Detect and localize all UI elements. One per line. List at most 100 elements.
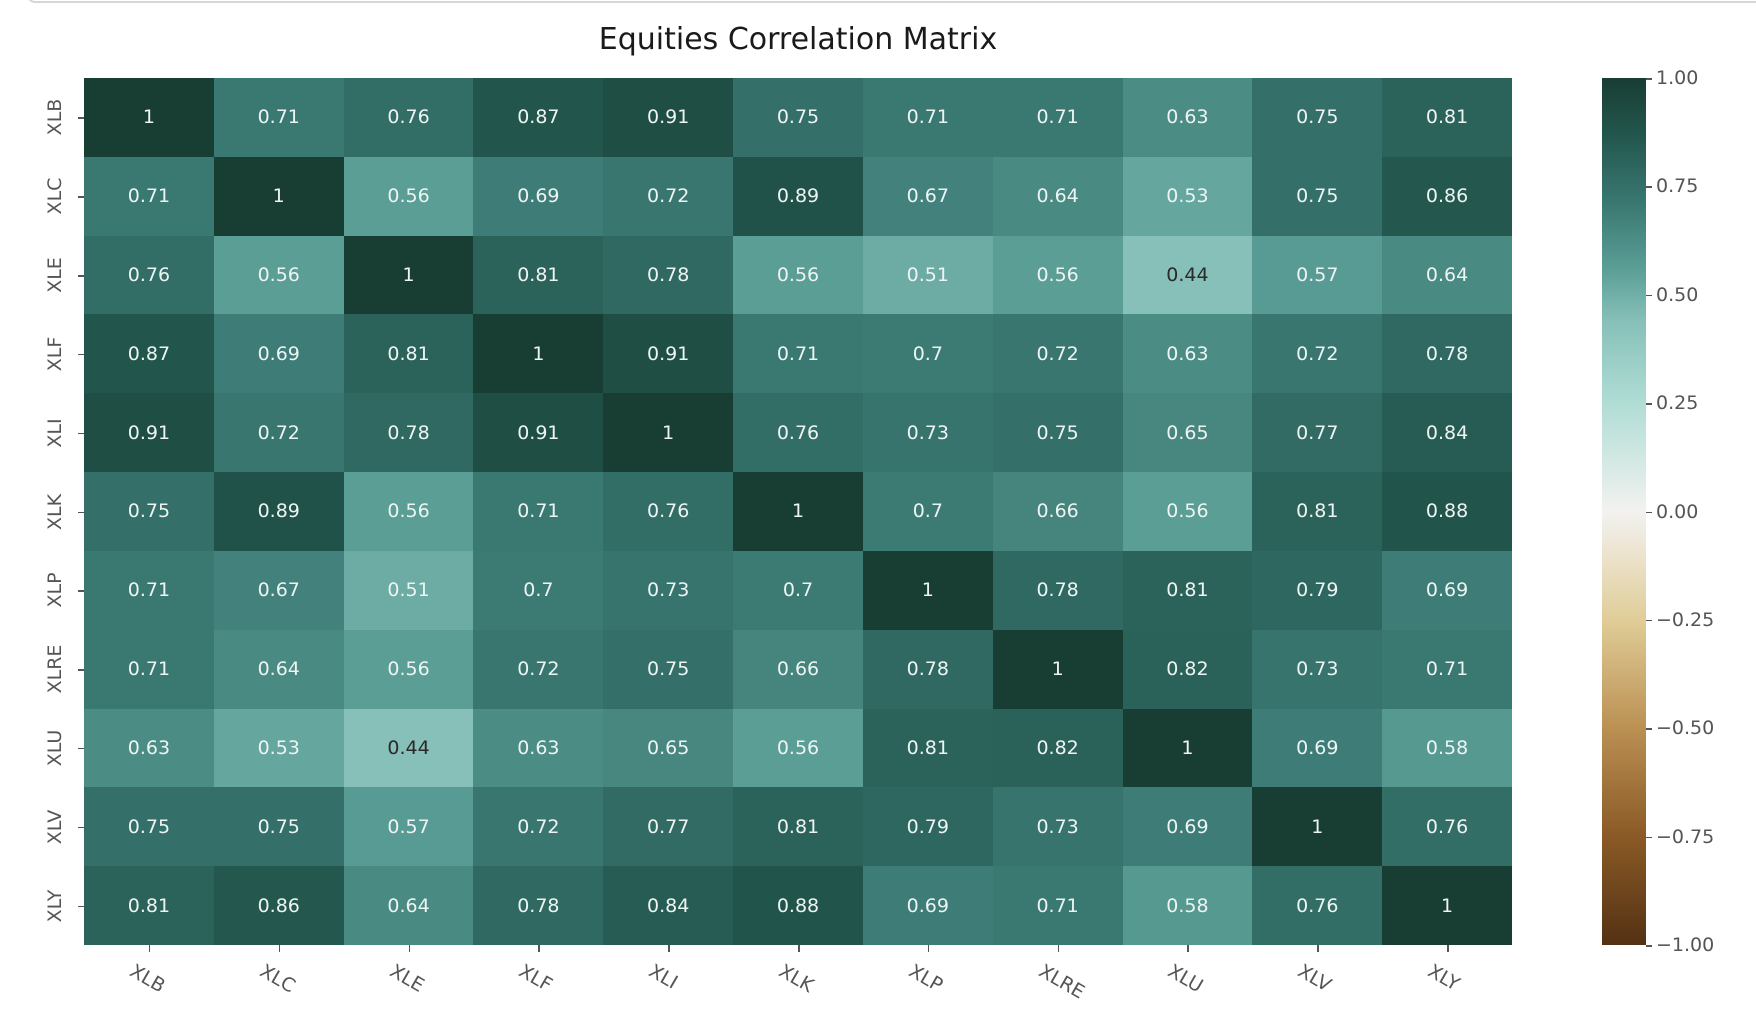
heatmap-cell: 0.69	[1122, 787, 1253, 867]
heatmap-cell: 0.56	[733, 235, 863, 315]
heatmap-cell: 0.87	[473, 78, 604, 157]
y-tick	[78, 669, 84, 671]
heatmap-cell: 0.72	[473, 629, 604, 709]
x-tick-label: XLK	[775, 960, 818, 998]
heatmap-cell: 0.81	[1382, 78, 1512, 157]
heatmap-cell: 0.69	[1382, 550, 1512, 630]
heatmap-cell: 0.72	[213, 393, 344, 473]
heatmap-cell: 0.75	[1252, 78, 1383, 157]
heatmap-cell: 0.75	[1252, 156, 1383, 236]
heatmap-cell: 0.64	[1382, 235, 1512, 315]
heatmap-cell: 0.89	[733, 156, 863, 236]
chart-title: Equities Correlation Matrix	[598, 22, 998, 57]
heatmap-cell: 0.53	[1122, 156, 1253, 236]
heatmap-cell: 0.66	[992, 472, 1123, 551]
notebook-cell-frame	[27, 0, 1756, 3]
heatmap-cell: 0.64	[992, 156, 1123, 236]
x-tick-label: XLF	[515, 960, 557, 997]
heatmap-cell: 0.75	[603, 629, 734, 709]
heatmap-cell: 0.56	[733, 708, 863, 788]
y-tick-label: XLV	[44, 809, 66, 845]
y-tick-label: XLB	[44, 99, 66, 136]
heatmap-cell: 1	[603, 393, 734, 473]
heatmap-cell: 1	[733, 472, 863, 551]
x-tick	[278, 945, 281, 952]
heatmap-cell: 0.44	[1122, 235, 1253, 315]
heatmap-cell: 0.72	[992, 314, 1123, 394]
y-tick	[78, 275, 84, 277]
heatmap-cell: 0.86	[213, 866, 344, 945]
y-tick	[78, 905, 84, 908]
heatmap-cell: 1	[992, 629, 1123, 709]
heatmap-cell: 0.81	[733, 787, 863, 867]
heatmap-cell: 0.87	[84, 314, 214, 394]
y-tick-label: XLE	[44, 257, 66, 293]
heatmap-cell: 0.71	[473, 472, 604, 551]
x-tick	[538, 945, 540, 952]
heatmap-cell: 0.81	[473, 235, 604, 315]
y-tick-label: XLC	[44, 177, 66, 215]
colorbar-tick	[1646, 511, 1652, 513]
y-tick-label: XLY	[44, 889, 66, 922]
heatmap-cell: 0.77	[603, 787, 734, 867]
heatmap-cell: 0.71	[992, 78, 1123, 157]
colorbar	[1602, 78, 1646, 945]
heatmap-cell: 0.71	[84, 550, 214, 630]
y-tick-label: XLF	[44, 336, 66, 372]
colorbar-tick	[1646, 945, 1652, 947]
x-tick	[408, 945, 411, 952]
heatmap-cell: 0.71	[992, 866, 1123, 945]
heatmap-cell: 0.63	[1122, 78, 1253, 157]
x-tick	[798, 945, 800, 952]
colorbar-tick	[1646, 78, 1652, 80]
heatmap-cell: 0.64	[343, 866, 474, 945]
heatmap-cell: 0.66	[733, 629, 863, 709]
heatmap-cell: 1	[1252, 787, 1383, 867]
heatmap-cell: 0.73	[1252, 629, 1383, 709]
heatmap-cell: 0.65	[603, 708, 734, 788]
heatmap-cell: 0.64	[213, 629, 344, 709]
x-tick-label: XLB	[125, 960, 169, 998]
heatmap-cell: 0.56	[992, 235, 1123, 315]
x-tick-label: XLE	[385, 960, 428, 997]
heatmap-cell: 0.91	[603, 78, 734, 157]
y-tick	[78, 353, 84, 356]
colorbar-tick-label: 0.25	[1656, 392, 1699, 415]
y-tick-label: XLI	[44, 418, 66, 448]
heatmap-cell: 0.76	[733, 393, 863, 473]
heatmap-cell: 0.88	[1382, 472, 1512, 551]
heatmap-cell: 1	[213, 156, 344, 236]
heatmap-cell: 0.75	[84, 472, 214, 551]
colorbar-tick-label: 0.50	[1656, 283, 1699, 306]
y-tick	[78, 432, 84, 435]
heatmap-cell: 0.81	[1252, 472, 1383, 551]
y-tick	[78, 826, 84, 829]
heatmap-cell: 0.7	[862, 472, 993, 551]
heatmap-cell: 0.56	[213, 235, 344, 315]
heatmap-cell: 0.91	[603, 314, 734, 394]
y-tick-label: XLP	[44, 572, 66, 608]
heatmap-cell: 0.81	[1122, 550, 1253, 630]
heatmap-cell: 0.89	[213, 472, 344, 551]
heatmap-cell: 0.57	[343, 787, 474, 867]
heatmap-cell: 0.78	[343, 393, 474, 473]
x-tick-label: XLV	[1294, 960, 1336, 997]
heatmap-cell: 0.69	[213, 314, 344, 394]
heatmap-cell: 0.77	[1252, 393, 1383, 473]
heatmap-cell: 0.7	[473, 550, 604, 630]
heatmap-cell: 0.81	[862, 708, 993, 788]
heatmap-grid: 1 0.71 0.76 0.87 0.91 0.75 0.71 0.71 0.63 0.75 0.8…	[84, 78, 1512, 945]
heatmap-cell: 0.56	[343, 156, 474, 236]
colorbar-tick	[1646, 403, 1652, 405]
y-tick	[78, 590, 84, 592]
heatmap-cell: 0.71	[213, 78, 344, 157]
heatmap-cell: 0.51	[343, 550, 474, 630]
heatmap-cell: 0.58	[1382, 708, 1512, 788]
heatmap-cell: 0.56	[343, 629, 474, 709]
heatmap-cell: 0.63	[473, 708, 604, 788]
heatmap-cell: 0.91	[473, 393, 604, 473]
colorbar-tick	[1646, 728, 1652, 730]
heatmap-cell: 0.63	[1122, 314, 1253, 394]
heatmap-cell: 0.65	[1122, 393, 1253, 473]
heatmap-cell: 0.67	[213, 550, 344, 630]
